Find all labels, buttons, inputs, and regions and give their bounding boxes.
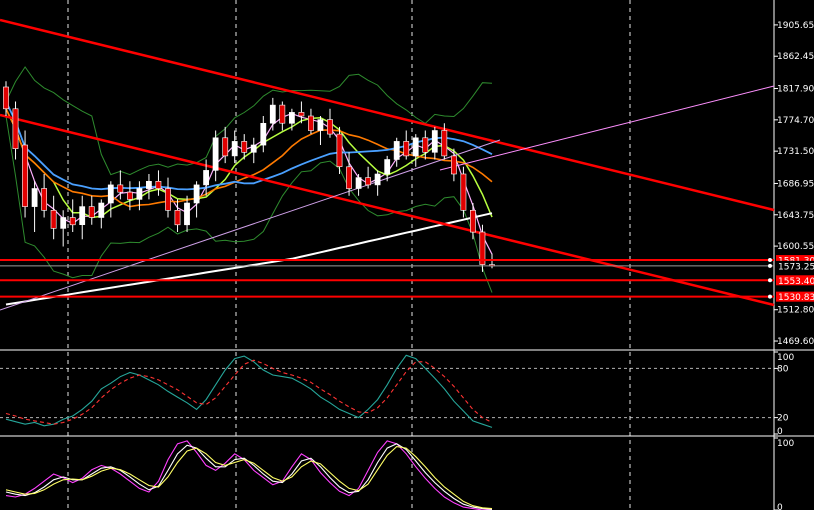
oscillator-1-tick-label: 80 <box>777 364 789 374</box>
price-tag-box <box>776 291 814 302</box>
price-tag-label: 1530.83 <box>778 293 814 303</box>
candle-body <box>136 188 143 200</box>
candle-body <box>384 159 391 175</box>
bollinger-upper-band <box>5 66 493 176</box>
price-tag-dot <box>768 258 772 263</box>
candle-body <box>107 184 114 204</box>
candle-body <box>450 155 457 175</box>
trend-line-thin <box>439 85 775 171</box>
price-tag-box <box>776 255 814 266</box>
price-tick-label: 1774.70 <box>777 116 814 126</box>
candle-body <box>365 177 371 186</box>
candle-body <box>327 119 333 135</box>
oscillator-2-series-0 <box>5 440 492 510</box>
candle-body <box>412 137 419 157</box>
candle-body <box>355 177 362 189</box>
price-tick-label: 1643.75 <box>777 211 814 221</box>
candle-body <box>127 191 133 200</box>
candle-body <box>231 141 238 157</box>
price-tag-box <box>776 275 814 286</box>
candle-body <box>260 123 267 146</box>
oscillator-2-series-1 <box>5 443 493 510</box>
oscillator-2-tick-label: 100 <box>777 439 794 449</box>
candle-body <box>374 173 381 186</box>
price-tick-label: 1600.55 <box>777 242 814 252</box>
candle-body <box>250 144 257 153</box>
price-tag-box <box>776 260 814 271</box>
oscillator-2-tick-label: 0 <box>777 503 783 510</box>
moving-average-fast <box>5 108 493 255</box>
oscillator-1-tick-label: 100 <box>777 353 794 363</box>
candle-body <box>69 217 76 226</box>
candle-body <box>269 104 276 124</box>
candle-body <box>60 217 67 229</box>
price-tick-label: 1469.60 <box>777 337 814 347</box>
oscillator-1-series-1 <box>5 359 493 425</box>
candle-body <box>98 202 105 218</box>
candle-body <box>193 184 200 204</box>
trend-line-upper <box>0 18 775 212</box>
candle-body <box>479 231 486 265</box>
candle-body <box>279 104 286 124</box>
price-tick-label: 1731.50 <box>777 147 814 157</box>
candle-body <box>212 137 219 171</box>
candle-body <box>155 181 162 189</box>
oscillator-1-tick-label: 20 <box>777 414 789 424</box>
candle-body <box>12 108 19 150</box>
price-tag-dot <box>768 278 772 283</box>
candle-body <box>79 206 86 226</box>
candle-body <box>403 141 410 157</box>
oscillator-1-tick-label: 0 <box>777 427 783 437</box>
candle-body <box>3 86 9 110</box>
candle-body <box>346 166 352 189</box>
price-tag-dot <box>768 263 772 268</box>
candle-body <box>336 133 343 168</box>
candle-body <box>393 141 400 160</box>
candle-body <box>146 181 152 189</box>
price-tick-label: 1512.80 <box>777 306 814 316</box>
candle-body <box>422 137 429 153</box>
price-tick-label: 1686.95 <box>777 179 814 189</box>
candle-body <box>298 112 305 117</box>
price-tick-label: 1905.65 <box>777 21 814 31</box>
price-tick-label: 1817.90 <box>777 85 814 95</box>
candle-body <box>469 210 476 233</box>
oscillator-2-series-2 <box>5 446 493 510</box>
candle-body <box>50 210 57 229</box>
candle-body <box>460 173 467 211</box>
price-tag-label: 1553.40 <box>778 277 814 287</box>
moving-average-long <box>5 101 493 191</box>
price-tick-label: 1862.45 <box>777 52 814 62</box>
trend-line-lower <box>0 113 775 307</box>
candle-body <box>88 206 95 218</box>
candle-body <box>203 170 209 186</box>
candle-body <box>22 144 28 207</box>
candle-body <box>41 188 47 211</box>
candle-body <box>431 130 438 153</box>
candle-body <box>174 210 181 226</box>
candle-body <box>288 112 295 124</box>
candle-body <box>184 202 190 226</box>
candle-body <box>317 119 324 131</box>
price-tag-label: 1573.25 <box>778 262 814 272</box>
candle-body <box>307 115 314 131</box>
support-line-thin <box>0 139 501 311</box>
candle-body <box>222 137 229 157</box>
bollinger-lower-band <box>5 115 493 293</box>
candle-body <box>31 188 38 207</box>
candle-body <box>165 188 171 211</box>
candle-body <box>117 184 124 193</box>
oscillator-1-series-0 <box>5 354 493 428</box>
moving-average-200 <box>5 212 493 306</box>
price-tag-dot <box>768 294 772 299</box>
candle-body <box>441 130 448 157</box>
candle-body <box>241 141 248 153</box>
moving-average-medium <box>5 108 493 219</box>
